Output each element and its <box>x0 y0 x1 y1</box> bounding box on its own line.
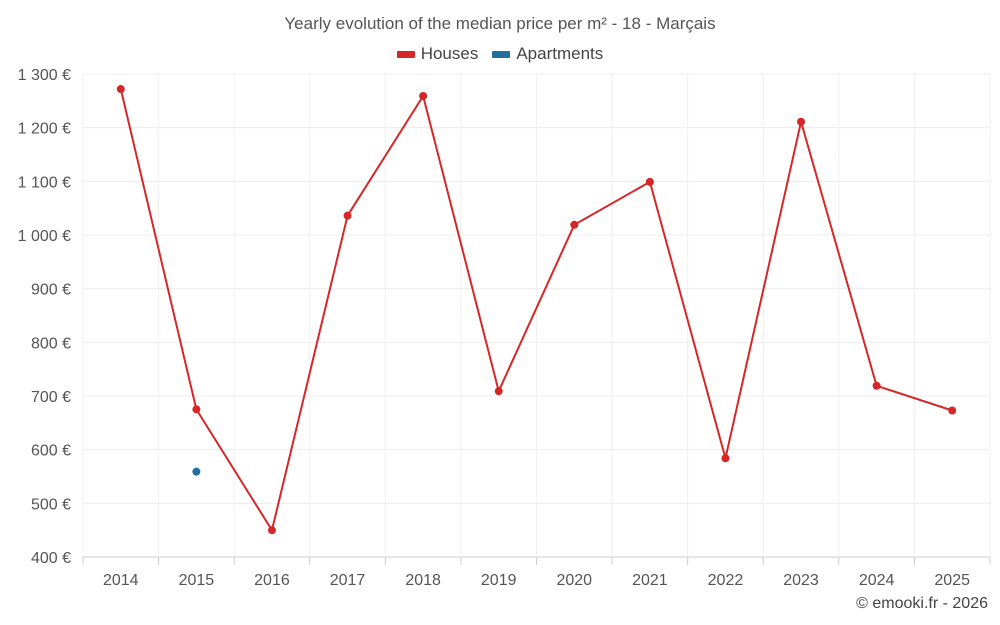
x-tick-label: 2014 <box>103 572 139 589</box>
legend: Houses Apartments <box>0 44 1000 64</box>
y-tick-label: 1 200 € <box>18 121 71 138</box>
y-tick-label: 1 300 € <box>18 67 71 84</box>
legend-label-houses: Houses <box>420 44 479 63</box>
x-tick-label: 2020 <box>556 572 592 589</box>
legend-swatch-apartments <box>492 50 511 58</box>
y-tick-label: 1 000 € <box>18 228 71 245</box>
y-tick-label: 500 € <box>31 496 71 513</box>
x-tick-label: 2024 <box>859 572 895 589</box>
data-point-houses <box>192 405 201 414</box>
x-tick-label: 2018 <box>405 572 441 589</box>
x-tick-label: 2022 <box>708 572 744 589</box>
data-point-apartments <box>192 467 201 476</box>
data-point-houses <box>116 85 125 94</box>
legend-swatch-houses <box>396 50 415 58</box>
legend-item-apartments[interactable]: Apartments <box>492 44 603 64</box>
y-tick-label: 600 € <box>31 443 71 460</box>
y-tick-label: 400 € <box>31 550 71 567</box>
x-tick-label: 2016 <box>254 572 290 589</box>
x-tick-label: 2021 <box>632 572 668 589</box>
legend-item-houses[interactable]: Houses <box>396 44 479 64</box>
x-tick-label: 2015 <box>179 572 215 589</box>
x-tick-label: 2025 <box>934 572 970 589</box>
data-point-houses <box>267 526 276 535</box>
x-tick-label: 2017 <box>330 572 366 589</box>
data-point-houses <box>570 220 579 229</box>
x-tick-label: 2019 <box>481 572 517 589</box>
legend-label-apartments: Apartments <box>516 44 604 63</box>
data-point-houses <box>872 381 881 390</box>
y-tick-label: 700 € <box>31 389 71 406</box>
credit: © emooki.fr - 2026 <box>856 595 988 612</box>
y-tick-label: 1 100 € <box>18 174 71 191</box>
data-point-houses <box>494 387 503 396</box>
data-point-houses <box>419 92 428 101</box>
y-tick-label: 900 € <box>31 282 71 299</box>
x-tick-label: 2023 <box>783 572 819 589</box>
data-point-houses <box>645 177 654 186</box>
data-point-houses <box>343 211 352 220</box>
data-point-houses <box>721 454 730 463</box>
chart-title: Yearly evolution of the median price per… <box>284 14 716 33</box>
data-point-houses <box>948 406 957 415</box>
y-tick-label: 800 € <box>31 335 71 352</box>
data-point-houses <box>797 117 806 126</box>
series-line-houses <box>119 88 953 533</box>
